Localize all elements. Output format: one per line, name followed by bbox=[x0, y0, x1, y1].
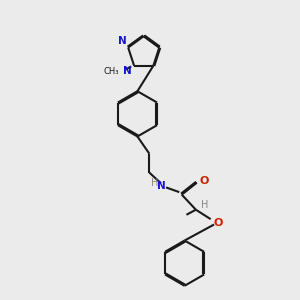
Text: H: H bbox=[201, 200, 208, 210]
Text: O: O bbox=[199, 176, 208, 186]
Text: O: O bbox=[214, 218, 223, 228]
Text: CH₃: CH₃ bbox=[103, 67, 119, 76]
Text: H: H bbox=[151, 178, 158, 188]
Text: N: N bbox=[157, 182, 165, 191]
Text: N: N bbox=[118, 36, 127, 46]
Text: N: N bbox=[123, 66, 132, 76]
